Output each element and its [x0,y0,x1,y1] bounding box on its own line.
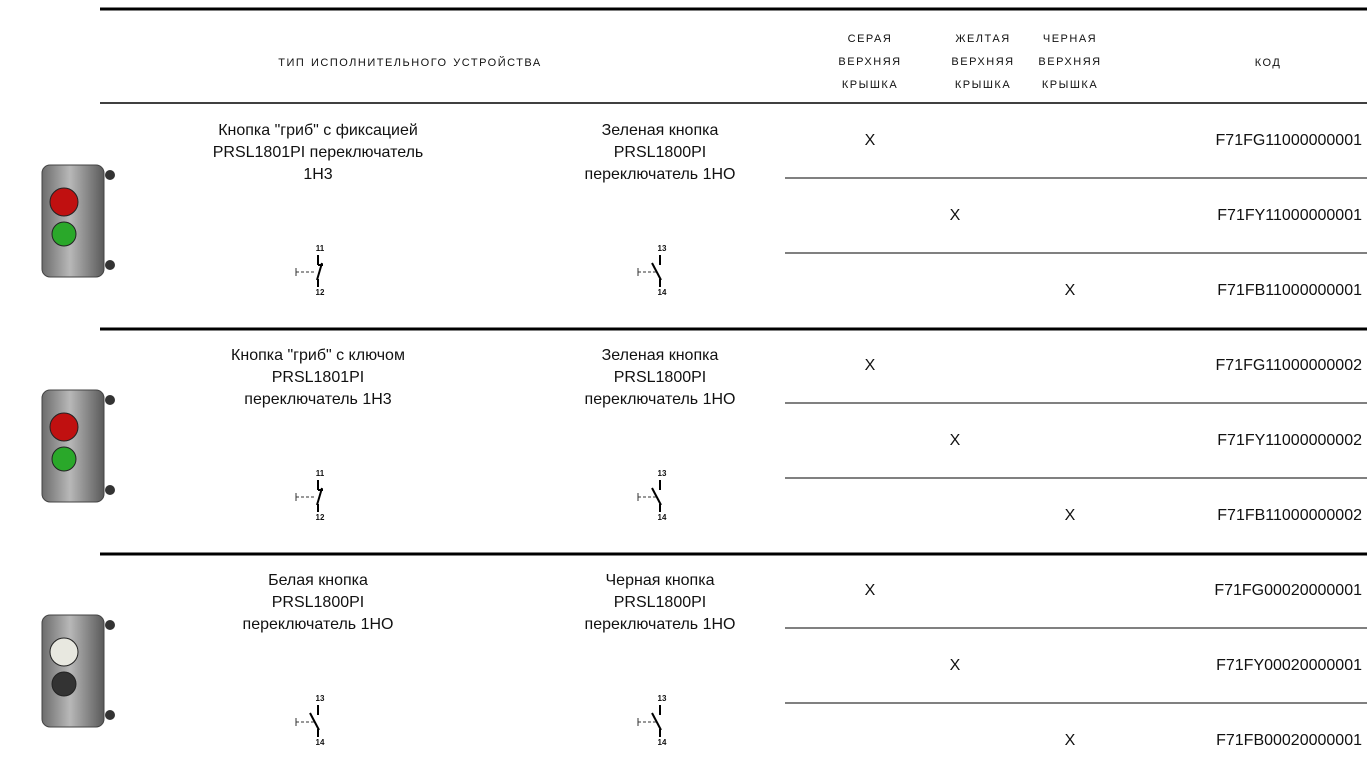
device-text: PRSL1801PI переключатель [213,144,424,161]
contact-label: 14 [658,288,667,297]
bolt [105,170,115,180]
contact-label: 13 [658,244,667,253]
button [49,637,79,667]
bolt [105,260,115,270]
button [51,446,77,472]
contact-line [316,487,323,506]
header-grey: крышка [842,75,898,92]
contact-label: 14 [658,513,667,522]
contact-label: 13 [658,694,667,703]
header-type: Тип исполнительного устройства [278,53,541,70]
header-yellow: крышка [955,75,1011,92]
device-text: переключатель 1Н3 [244,391,391,408]
device-text: Кнопка "гриб" с ключом [231,347,405,364]
header-grey: Серая [848,29,893,46]
device-text: Белая кнопка [268,572,368,589]
device-text: PRSL1800PI [272,594,365,611]
mark: X [950,657,961,674]
contact-label: 13 [658,469,667,478]
header-black: крышка [1042,75,1098,92]
contact-line [309,712,320,731]
device-text: переключатель 1НО [585,166,736,183]
contact-label: 11 [316,469,325,478]
contact-line [651,712,662,731]
bolt [105,710,115,720]
contact-label: 14 [658,738,667,747]
code: F71FY00020000001 [1216,657,1362,674]
device-icon [41,164,105,278]
contact-label: 12 [316,288,325,297]
device-text: Зеленая кнопка [602,347,719,364]
mark: X [1065,282,1076,299]
mark: X [1065,732,1076,749]
mark: X [865,357,876,374]
device-text: PRSL1800PI [614,144,707,161]
code: F71FY11000000001 [1217,207,1362,224]
contact-line [651,262,662,281]
button [51,221,77,247]
contact-label: 14 [316,738,325,747]
mark: X [1065,507,1076,524]
code: F71FY11000000002 [1217,432,1362,449]
header-yellow: верхняя [951,52,1014,69]
code: F71FG11000000002 [1216,357,1363,374]
device-text: PRSL1800PI [614,369,707,386]
contact-line [316,262,323,281]
header-code: Код [1255,53,1282,70]
device-text: переключатель 1НО [243,616,394,633]
device-text: переключатель 1НО [585,391,736,408]
code: F71FB11000000001 [1217,282,1362,299]
mark: X [865,132,876,149]
device-text: PRSL1800PI [614,594,707,611]
device-icon [41,389,105,503]
button [49,187,79,217]
code: F71FB00020000001 [1216,732,1362,749]
button [51,671,77,697]
contact-label: 13 [316,694,325,703]
bolt [105,395,115,405]
bolt [105,485,115,495]
mark: X [950,432,961,449]
device-text: 1Н3 [303,166,332,183]
header-grey: верхняя [838,52,901,69]
contact-label: 11 [316,244,325,253]
header-black: Черная [1043,29,1097,46]
code: F71FG00020000001 [1214,582,1362,599]
contact-line [651,487,662,506]
bolt [105,620,115,630]
mark: X [865,582,876,599]
contact-label: 12 [316,513,325,522]
device-text: Черная кнопка [606,572,715,589]
mark: X [950,207,961,224]
device-text: переключатель 1НО [585,616,736,633]
code: F71FB11000000002 [1217,507,1362,524]
code: F71FG11000000001 [1216,132,1363,149]
device-icon [41,614,105,728]
button [49,412,79,442]
header-yellow: Желтая [955,29,1010,46]
device-text: Кнопка "гриб" с фиксацией [218,122,418,139]
device-text: PRSL1801PI [272,369,365,386]
device-text: Зеленая кнопка [602,122,719,139]
header-black: верхняя [1038,52,1101,69]
